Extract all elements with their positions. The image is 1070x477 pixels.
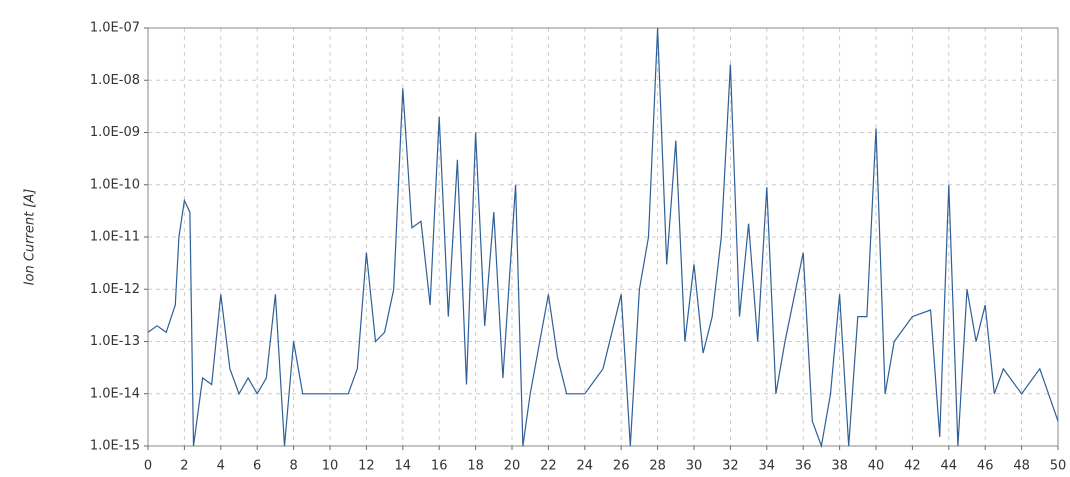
x-tick-label: 32 [722, 459, 739, 474]
y-tick-label: 1.0E-11 [90, 230, 140, 245]
x-tick-label: 12 [358, 459, 375, 474]
y-tick-label: 1.0E-13 [90, 334, 140, 349]
y-tick-label: 1.0E-09 [90, 125, 140, 140]
y-tick-label: 1.0E-07 [90, 21, 140, 36]
x-tick-label: 6 [253, 459, 261, 474]
y-tick-label: 1.0E-10 [90, 177, 140, 192]
plot-frame [147, 27, 1059, 447]
x-tick-label: 18 [467, 459, 484, 474]
x-tick-label: 4 [217, 459, 225, 474]
x-tick-label: 44 [941, 459, 958, 474]
x-tick-label: 28 [649, 459, 666, 474]
y-axis-label: Ion Current [A] [23, 189, 38, 286]
x-tick-label: 46 [977, 459, 994, 474]
x-tick-label: 48 [1013, 459, 1030, 474]
x-tick-label: 14 [395, 459, 412, 474]
y-tick-label: 1.0E-08 [90, 73, 140, 88]
x-tick-label: 40 [868, 459, 885, 474]
x-tick-label: 20 [504, 459, 521, 474]
x-tick-label: 10 [322, 459, 339, 474]
y-tick-label: 1.0E-15 [90, 439, 140, 454]
x-tick-label: 34 [759, 459, 776, 474]
x-tick-label: 38 [831, 459, 848, 474]
data-line [147, 27, 1059, 449]
x-tick-label: 24 [577, 459, 594, 474]
x-tick-label: 22 [540, 459, 557, 474]
x-tick-label: 36 [795, 459, 812, 474]
y-tick-label: 1.0E-12 [90, 282, 140, 297]
x-tick-label: 0 [144, 459, 152, 474]
x-tick-label: 42 [904, 459, 921, 474]
x-tick-label: 26 [613, 459, 630, 474]
x-tick-label: 8 [289, 459, 297, 474]
x-tick-label: 50 [1050, 459, 1067, 474]
y-tick-label: 1.0E-14 [90, 386, 140, 401]
x-tick-label: 16 [431, 459, 448, 474]
x-tick-label: 2 [180, 459, 188, 474]
x-tick-label: 30 [686, 459, 703, 474]
